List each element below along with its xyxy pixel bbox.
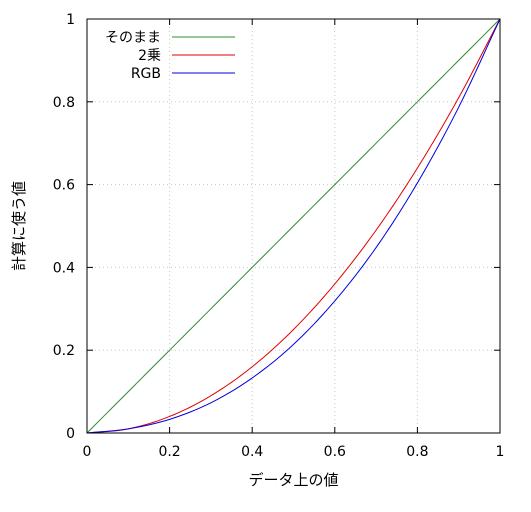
series-lines (86, 18, 501, 434)
y-tick-label: 0.6 (53, 178, 75, 194)
y-axis-label: 計算に使う値 (10, 181, 28, 271)
series-line (86, 18, 501, 434)
x-tick-label: 0 (83, 444, 92, 460)
plot-frame (86, 18, 501, 434)
y-tick-label: 0.8 (53, 95, 75, 111)
x-axis-label: データ上の値 (248, 471, 338, 489)
legend: そのまま 2乗 RGB (105, 30, 235, 82)
ticks: 0 0.2 0.4 0.6 0.8 1 0 0.2 0.4 0.6 0.8 1 (53, 12, 505, 460)
y-tick-label: 1 (66, 12, 75, 28)
legend-label: RGB (131, 66, 161, 82)
y-tick-label: 0.2 (53, 343, 75, 359)
y-tick-label: 0 (66, 426, 75, 442)
x-tick-label: 1 (496, 444, 505, 460)
x-tick-label: 0.6 (324, 444, 346, 460)
series-line (86, 18, 501, 434)
x-tick-label: 0.4 (241, 444, 263, 460)
legend-label: そのまま (105, 30, 161, 46)
y-tick-label: 0.4 (53, 260, 75, 276)
x-tick-label: 0.8 (406, 444, 428, 460)
grid (87, 19, 500, 433)
legend-label: 2乗 (138, 48, 161, 64)
x-tick-label: 0.2 (158, 444, 180, 460)
series-line (86, 18, 501, 434)
